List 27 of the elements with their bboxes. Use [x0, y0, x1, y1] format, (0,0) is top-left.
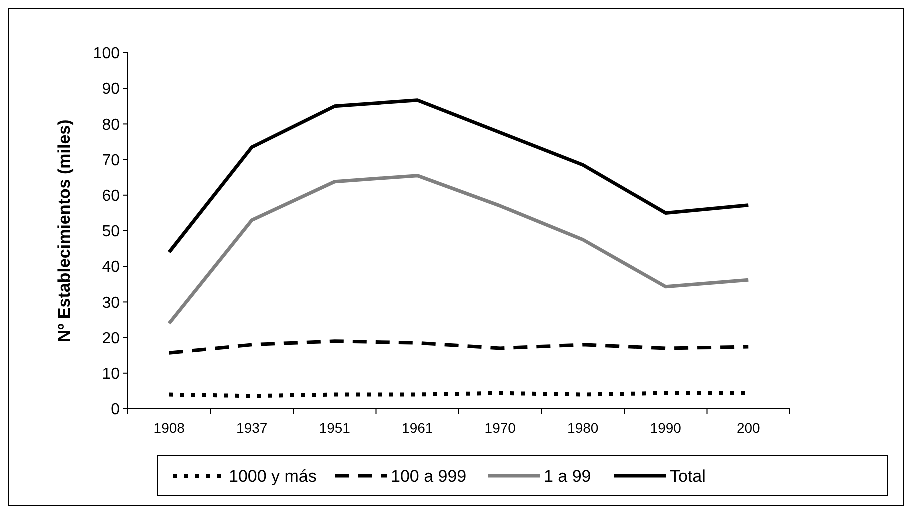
- y-tick-label: 90: [102, 81, 120, 98]
- y-tick-label: 10: [102, 366, 120, 383]
- legend-label: 100 a 999: [391, 466, 467, 486]
- y-tick-label: 50: [102, 224, 120, 241]
- y-tick-label: 20: [102, 330, 120, 348]
- legend-label: Total: [670, 466, 706, 486]
- y-tick-label: 100: [93, 46, 120, 63]
- y-tick-label: 30: [102, 294, 120, 312]
- x-tick-label: 1961: [402, 420, 434, 436]
- x-tick-label: 200: [736, 420, 761, 436]
- line-series: [168, 98, 750, 254]
- y-tick-label: 70: [102, 152, 120, 170]
- x-tick-label: 1908: [154, 420, 186, 436]
- y-tick-label: 60: [102, 188, 120, 205]
- x-tick-label: 1970: [484, 420, 516, 436]
- x-tick-label: 1990: [650, 420, 682, 436]
- line-series: [168, 174, 750, 326]
- y-axis-title: Nº Establecimientos (miles): [55, 120, 74, 342]
- y-tick-label: 0: [111, 402, 120, 419]
- x-tick-label: 1980: [568, 420, 599, 436]
- legend-label: 1000 y más: [229, 466, 317, 486]
- legend-label: 1 a 99: [544, 466, 592, 486]
- line-series: [168, 340, 750, 355]
- x-tick-label: 1937: [236, 420, 268, 436]
- x-tick-label: 1951: [319, 420, 351, 436]
- y-tick-label: 40: [102, 259, 120, 276]
- y-tick-label: 80: [102, 116, 120, 134]
